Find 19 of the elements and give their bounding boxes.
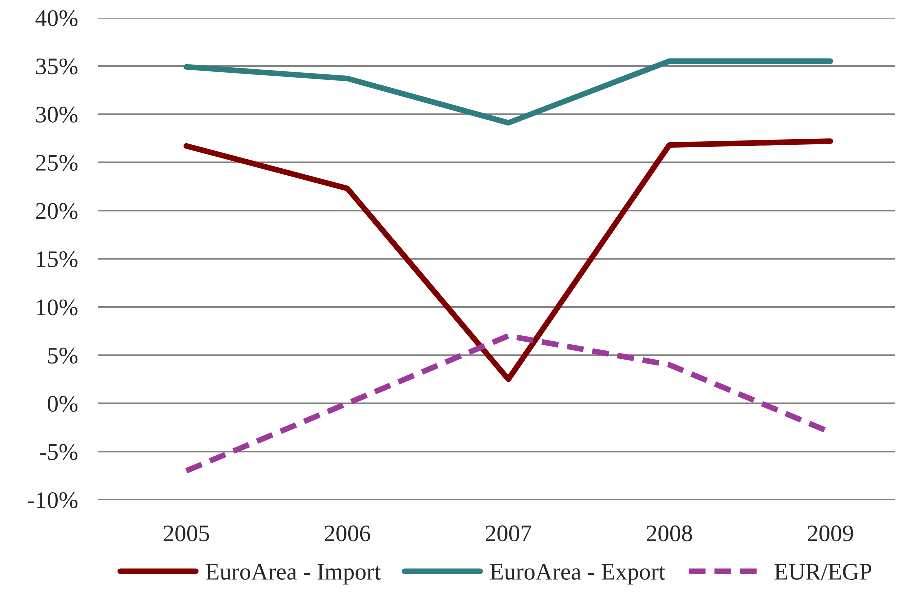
x-tick-label: 2008	[647, 526, 692, 542]
x-tick-label: 2006	[324, 526, 370, 542]
y-tick-label: 0%	[48, 396, 78, 412]
x-tick-label: 2007	[486, 526, 532, 542]
y-tick-label: 40%	[36, 10, 78, 26]
y-tick-label: 20%	[36, 203, 78, 220]
x-tick-label: 2009	[808, 526, 854, 542]
legend-label: EuroArea - Export	[490, 564, 666, 585]
y-tick-label: 15%	[37, 251, 78, 268]
x-tick-label: 2005	[164, 526, 210, 542]
y-tick-label: -10%	[28, 492, 78, 508]
legend-label: EUR/EGP	[774, 564, 872, 580]
y-tick-label: 35%	[36, 58, 78, 75]
y-tick-label: 10%	[37, 300, 78, 316]
y-tick-label: -5%	[40, 444, 78, 460]
y-tick-label: 25%	[36, 155, 78, 172]
y-tick-label: 30%	[36, 106, 78, 123]
legend-label: EuroArea - Import	[206, 564, 382, 585]
y-tick-label: 5%	[48, 348, 78, 364]
